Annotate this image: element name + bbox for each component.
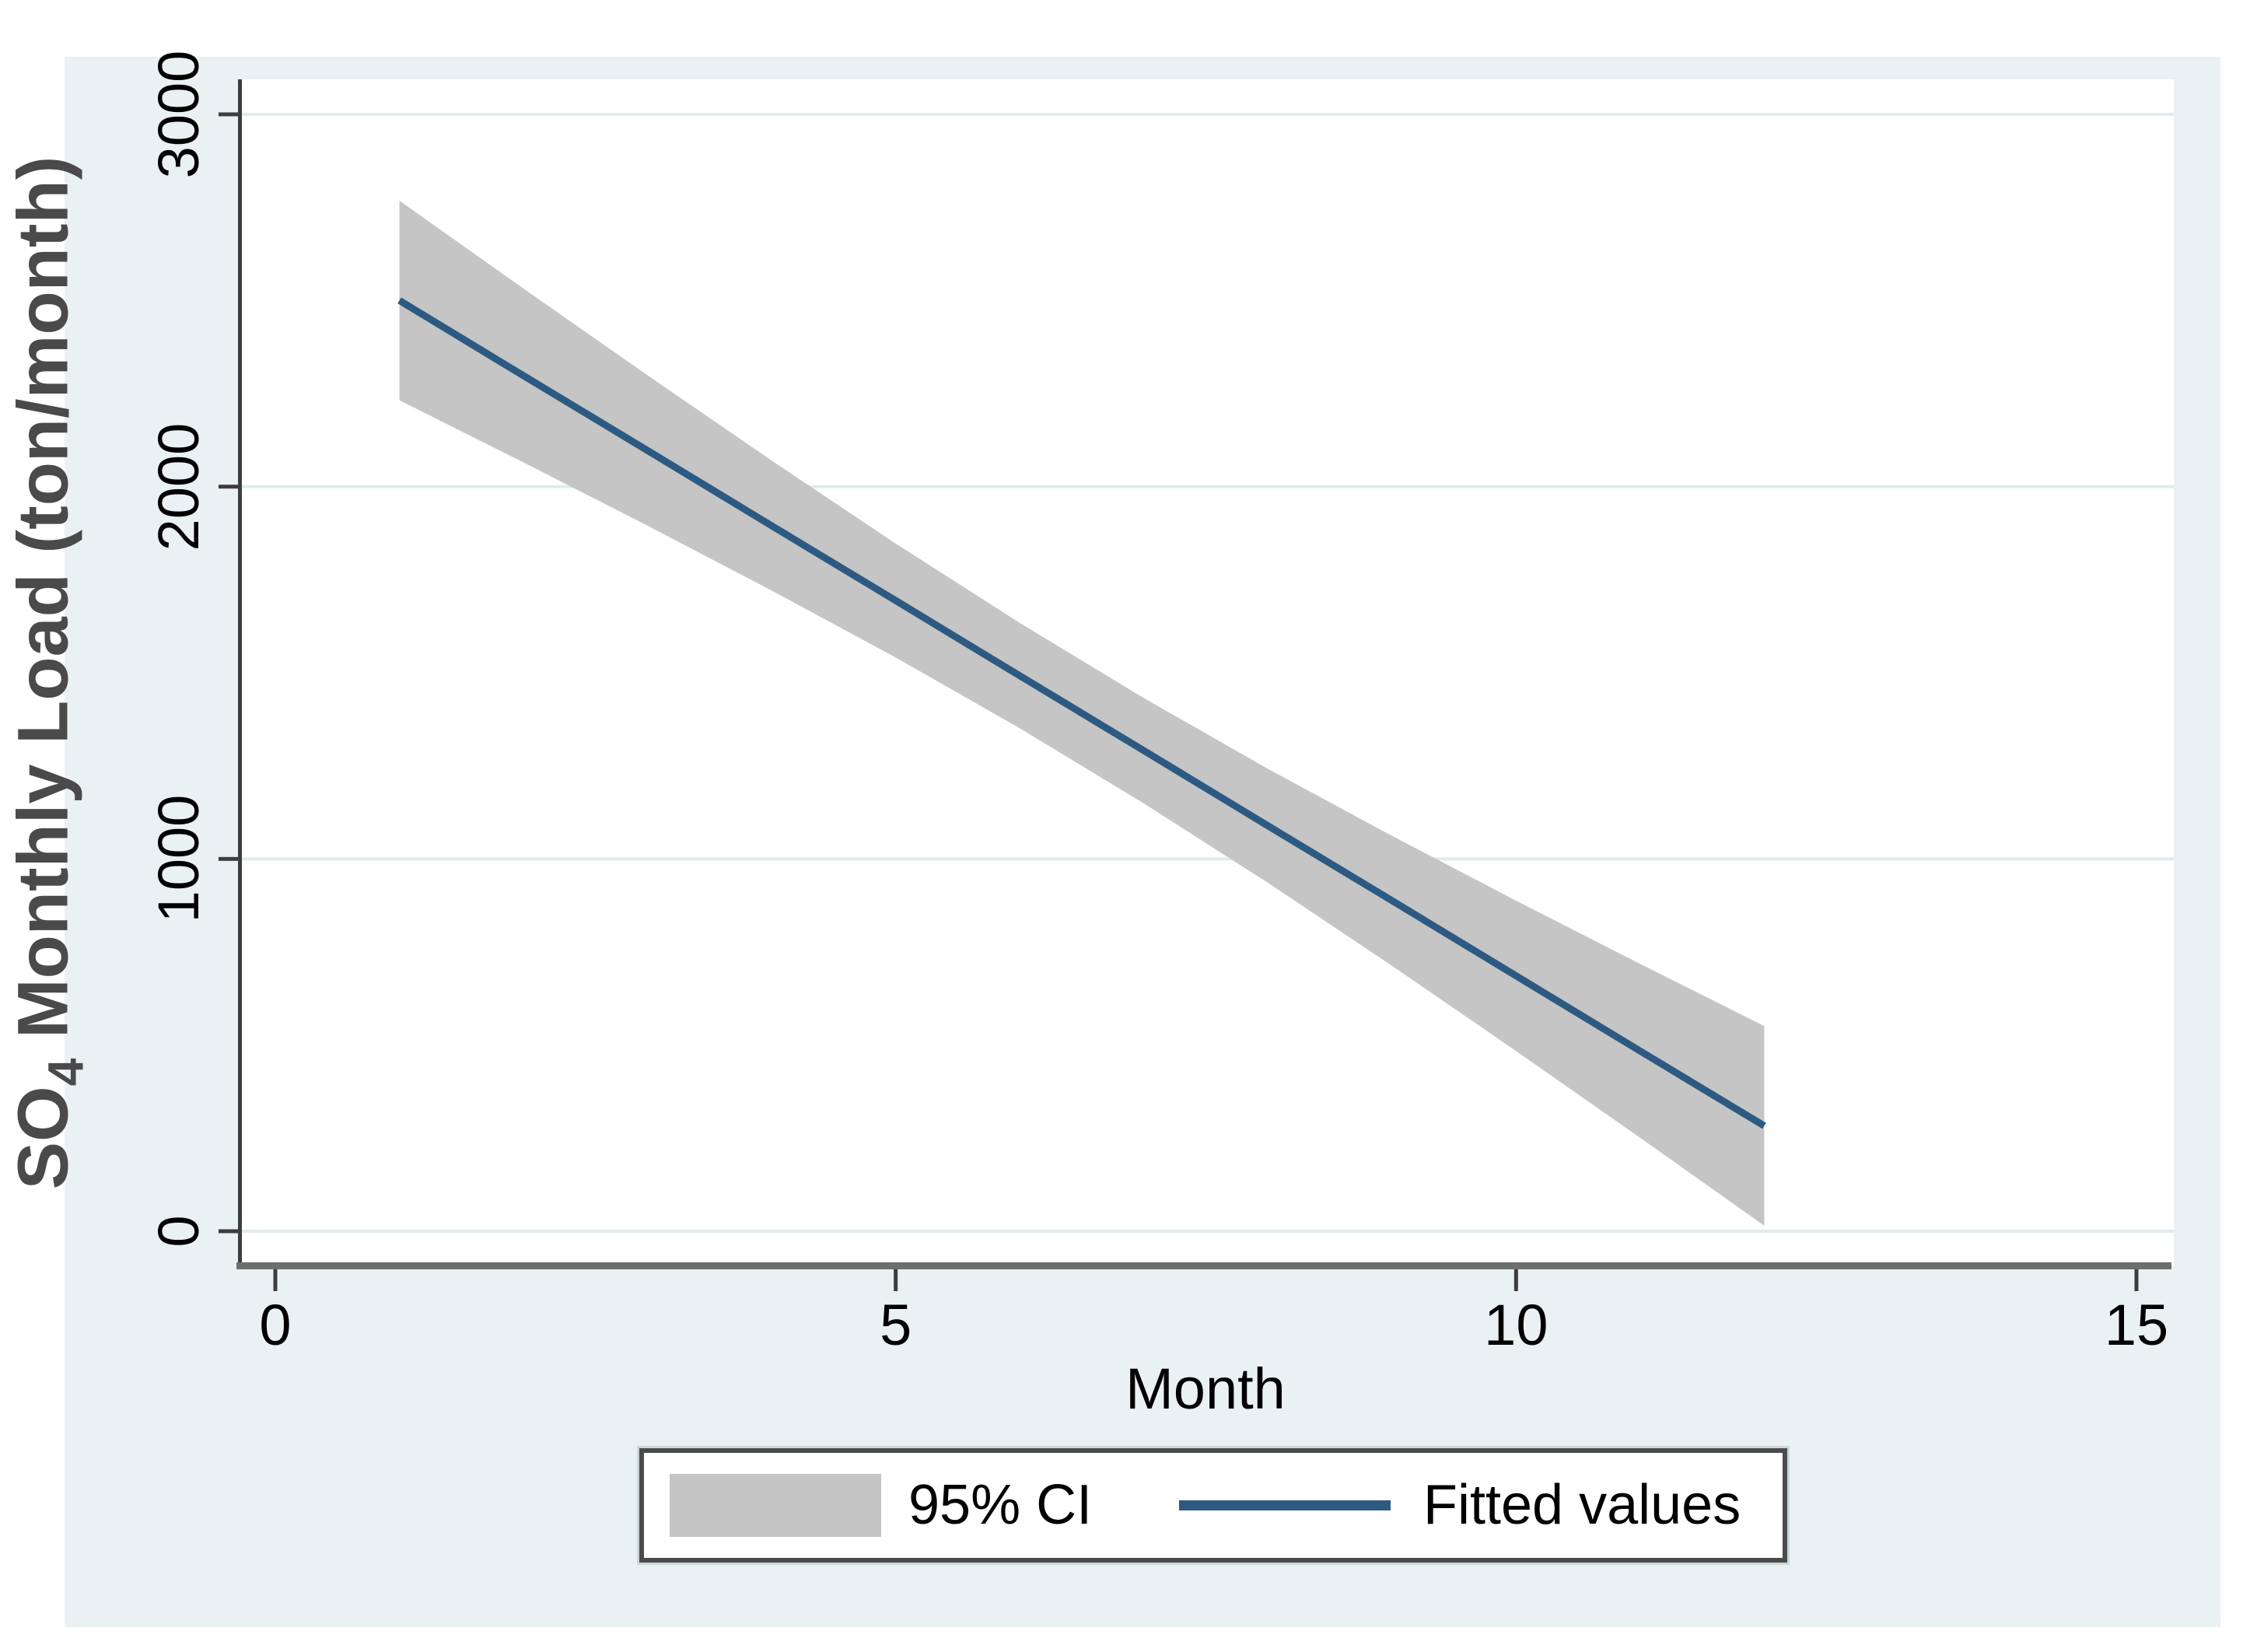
x-tick-5 bbox=[894, 1269, 898, 1291]
x-axis-line bbox=[236, 1262, 2171, 1269]
y-axis-title-prefix: SO bbox=[3, 1086, 83, 1190]
legend-ci-swatch bbox=[670, 1474, 881, 1537]
x-tick-15 bbox=[2134, 1269, 2139, 1291]
fitted-line bbox=[397, 297, 1766, 1129]
x-tick-10 bbox=[1513, 1269, 1518, 1291]
y-tick-3000 bbox=[219, 112, 240, 117]
y-axis-title: SO4 Monthly Load (ton/month) bbox=[3, 156, 101, 1190]
y-tick-label-1000: 1000 bbox=[146, 795, 211, 923]
gridline-y-3000 bbox=[240, 113, 2174, 116]
x-tick-label-0: 0 bbox=[259, 1293, 292, 1357]
axis-tick-marks bbox=[219, 112, 2139, 1291]
gridline-y-2000 bbox=[240, 485, 2174, 488]
plot-area bbox=[240, 79, 2174, 1265]
gridline-y-0 bbox=[240, 1230, 2174, 1233]
legend-ci-label: 95% CI bbox=[908, 1474, 1093, 1536]
gridlines bbox=[240, 113, 2174, 1233]
y-tick-label-3000: 3000 bbox=[146, 50, 211, 179]
legend-fitted-label: Fitted values bbox=[1423, 1474, 1741, 1536]
legend-line-swatch bbox=[1179, 1500, 1391, 1510]
x-axis-title: Month bbox=[1125, 1356, 1286, 1421]
x-tick-label-15: 15 bbox=[2104, 1293, 2169, 1357]
y-axis-title-subscript: 4 bbox=[37, 1058, 94, 1087]
y-tick-label-0: 0 bbox=[146, 1215, 211, 1248]
x-tick-label-10: 10 bbox=[1484, 1293, 1548, 1357]
y-axis-title-rest: Monthly Load (ton/month) bbox=[3, 156, 83, 1059]
y-axis-line bbox=[238, 79, 242, 1269]
y-tick-label-2000: 2000 bbox=[146, 422, 211, 551]
y-tick-2000 bbox=[219, 485, 240, 489]
legend: 95% CI Fitted values bbox=[639, 1448, 1787, 1563]
y-tick-0 bbox=[219, 1229, 240, 1234]
x-tick-label-5: 5 bbox=[880, 1293, 912, 1357]
x-tick-0 bbox=[273, 1269, 278, 1291]
y-tick-1000 bbox=[219, 856, 240, 861]
gridline-y-1000 bbox=[240, 857, 2174, 861]
